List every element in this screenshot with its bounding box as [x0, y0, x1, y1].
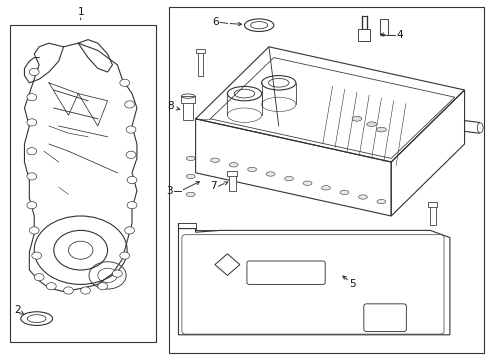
Ellipse shape: [339, 190, 348, 194]
Circle shape: [112, 270, 122, 277]
Ellipse shape: [366, 122, 376, 126]
Bar: [228, 173, 235, 191]
Circle shape: [81, 287, 90, 294]
Circle shape: [27, 148, 37, 155]
Circle shape: [98, 283, 107, 290]
Circle shape: [120, 252, 129, 259]
Circle shape: [27, 202, 37, 209]
Circle shape: [46, 283, 56, 290]
Circle shape: [27, 173, 37, 180]
FancyBboxPatch shape: [182, 235, 443, 334]
Bar: [227, 171, 237, 176]
Circle shape: [126, 126, 136, 133]
Circle shape: [29, 68, 39, 76]
Ellipse shape: [321, 186, 330, 190]
Ellipse shape: [20, 312, 53, 325]
Bar: [196, 49, 204, 53]
Ellipse shape: [303, 181, 311, 185]
Circle shape: [27, 94, 37, 101]
Circle shape: [124, 227, 134, 234]
Text: 7: 7: [210, 181, 217, 191]
Circle shape: [29, 227, 39, 234]
Text: 1: 1: [77, 6, 84, 17]
Bar: [379, 19, 387, 35]
Circle shape: [127, 202, 137, 209]
Text: 3: 3: [166, 186, 173, 196]
Circle shape: [120, 79, 129, 86]
Ellipse shape: [265, 172, 274, 176]
Text: 5: 5: [348, 279, 355, 289]
Bar: [181, 96, 195, 103]
Bar: [427, 202, 436, 207]
Ellipse shape: [376, 127, 386, 132]
Text: 2: 2: [14, 305, 20, 315]
Circle shape: [32, 252, 41, 259]
Ellipse shape: [186, 192, 195, 197]
Bar: [197, 50, 203, 76]
Ellipse shape: [27, 315, 46, 323]
Bar: [429, 203, 435, 225]
Circle shape: [126, 151, 136, 158]
Ellipse shape: [186, 174, 195, 179]
Text: 8: 8: [166, 101, 173, 111]
Circle shape: [27, 119, 37, 126]
Ellipse shape: [229, 163, 238, 167]
Bar: [10, 25, 156, 342]
Text: 4: 4: [395, 30, 402, 40]
Ellipse shape: [210, 158, 219, 162]
Ellipse shape: [247, 167, 256, 172]
Circle shape: [124, 101, 134, 108]
Bar: [168, 7, 483, 353]
Text: 6: 6: [211, 17, 218, 27]
Ellipse shape: [376, 199, 385, 204]
FancyBboxPatch shape: [246, 261, 325, 284]
Circle shape: [34, 274, 44, 281]
Ellipse shape: [284, 176, 293, 181]
Circle shape: [127, 176, 137, 184]
Ellipse shape: [186, 156, 195, 161]
Ellipse shape: [351, 116, 361, 121]
Ellipse shape: [358, 195, 366, 199]
Ellipse shape: [250, 22, 267, 29]
Bar: [183, 99, 193, 120]
FancyBboxPatch shape: [363, 304, 406, 332]
Ellipse shape: [244, 19, 273, 31]
Bar: [358, 29, 369, 41]
Circle shape: [63, 287, 73, 294]
